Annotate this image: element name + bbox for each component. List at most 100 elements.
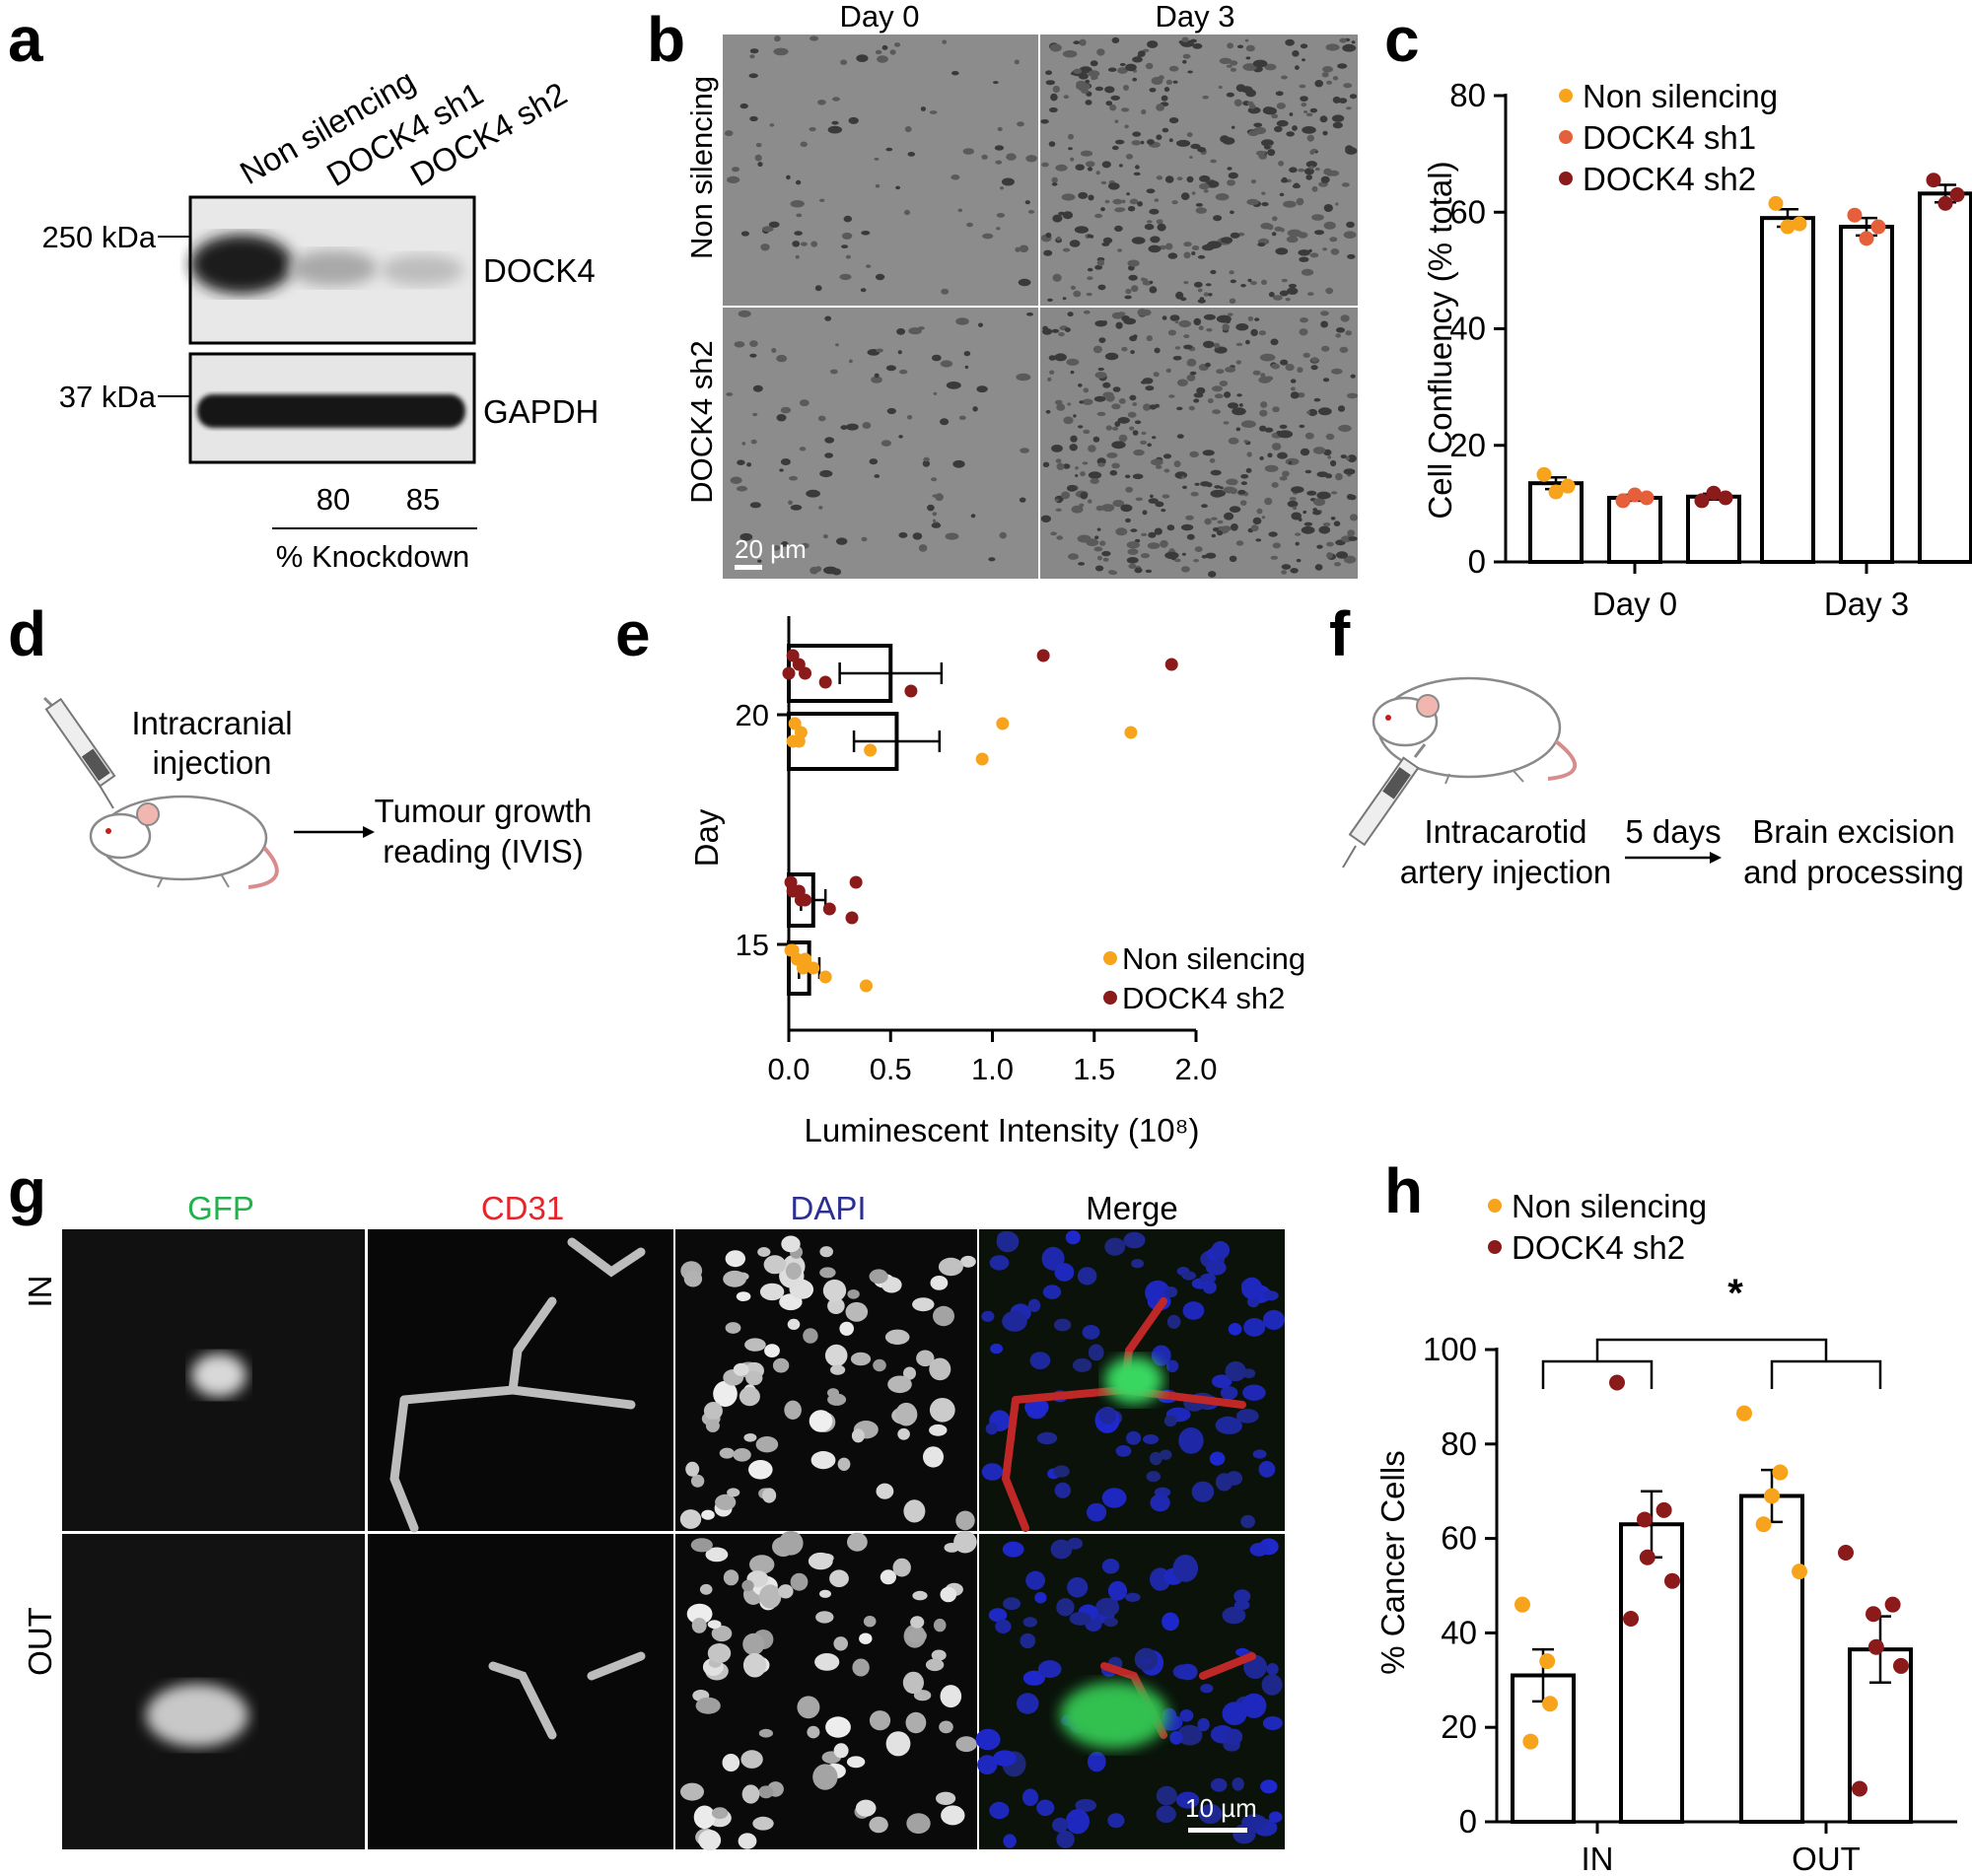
cell-speckle	[951, 71, 959, 76]
nucleus	[810, 1451, 836, 1470]
nucleus	[824, 1344, 848, 1367]
data-point	[794, 893, 808, 907]
cell-speckle	[1309, 165, 1314, 171]
cell-speckle	[1230, 279, 1236, 284]
cell-speckle	[1268, 531, 1278, 537]
legend-label: Non silencing	[1122, 941, 1305, 976]
legend-label: Non silencing	[1583, 78, 1778, 114]
cell-speckle	[875, 273, 885, 281]
cell-speckle	[1270, 338, 1279, 346]
cell-speckle	[996, 227, 1001, 231]
merge-nucleus	[1191, 1481, 1215, 1502]
cell-speckle	[1102, 557, 1109, 562]
cell-speckle	[1191, 251, 1196, 255]
cell-speckle	[835, 343, 839, 347]
cell-speckle	[1150, 236, 1161, 243]
merge-nucleus	[1053, 1318, 1072, 1332]
nucleus	[690, 1474, 705, 1488]
cell-speckle	[999, 531, 1007, 539]
x-tick-label: 1.5	[1073, 1052, 1115, 1086]
nucleus	[723, 1569, 740, 1586]
cell-speckle	[1102, 237, 1113, 244]
nucleus	[939, 1720, 953, 1734]
cell-speckle	[1205, 283, 1212, 287]
merge-nucleus	[988, 1608, 1008, 1623]
cell-speckle	[1111, 36, 1120, 44]
y-tick-label: 0	[1468, 543, 1486, 580]
cell-speckle	[1282, 470, 1290, 477]
panel-d: d Intracranial injection Tumour growth r…	[8, 598, 592, 889]
cell-speckle	[1094, 264, 1103, 270]
cell-speckle	[818, 506, 823, 510]
cell-speckle	[1343, 83, 1353, 89]
nucleus	[781, 1235, 801, 1253]
nucleus	[703, 1402, 723, 1421]
cell-speckle	[1094, 86, 1104, 92]
legend-marker	[1103, 991, 1117, 1005]
merge-nucleus	[1260, 1779, 1278, 1794]
merge-nucleus	[1103, 1617, 1118, 1628]
merge-nucleus	[1172, 1555, 1199, 1582]
merge-nucleus	[1166, 1314, 1181, 1329]
cell-speckle	[1314, 168, 1320, 172]
cell-speckle	[1068, 553, 1079, 560]
cell-speckle	[896, 328, 906, 335]
merge-nucleus	[1125, 1592, 1141, 1603]
merge-nucleus	[1056, 1831, 1075, 1848]
dock4-band	[190, 235, 293, 294]
cell-speckle	[1131, 237, 1146, 244]
data-point	[818, 970, 832, 984]
cell-speckle	[1227, 167, 1232, 171]
data-point	[1852, 1780, 1867, 1797]
cell-speckle	[1214, 393, 1224, 399]
cell-speckle	[996, 213, 1006, 218]
nucleus	[741, 1784, 760, 1804]
cell-speckle	[1070, 435, 1078, 443]
cell-speckle	[1286, 236, 1299, 243]
cell-speckle	[1346, 392, 1359, 399]
cell-speckle	[1230, 210, 1234, 215]
cell-speckle	[1238, 403, 1243, 407]
cell-speckle	[740, 532, 753, 541]
injection-text: Intracranial	[131, 705, 292, 741]
cell-speckle	[1240, 474, 1249, 479]
cell-speckle	[1141, 532, 1148, 537]
cell-speckle	[1347, 253, 1356, 259]
micrograph-day0-nonsilencing	[723, 35, 1038, 306]
data-point	[1859, 231, 1874, 246]
cell-speckle	[1195, 203, 1203, 207]
nucleus	[833, 1743, 849, 1759]
cell-speckle	[1112, 198, 1123, 205]
panel-label-d: d	[8, 598, 46, 669]
cell-speckle	[757, 162, 763, 168]
cell-speckle	[1287, 287, 1299, 295]
cell-speckle	[749, 340, 758, 347]
nucleus	[884, 1329, 910, 1346]
cell-speckle	[1332, 96, 1341, 104]
cell-speckle	[1320, 175, 1330, 183]
cell-speckle	[1105, 101, 1113, 106]
cell-speckle	[1126, 557, 1139, 564]
cell-speckle	[1105, 425, 1113, 431]
cell-speckle	[788, 500, 793, 506]
cell-speckle	[1230, 60, 1238, 66]
cell-speckle	[1311, 185, 1318, 192]
cell-speckle	[1145, 569, 1153, 574]
cell-speckle	[810, 35, 819, 41]
cell-speckle	[932, 512, 938, 517]
merge-nucleus	[1176, 1724, 1203, 1746]
cell-speckle	[1115, 321, 1123, 329]
cell-speckle	[1094, 372, 1107, 379]
merge-nucleus	[1156, 1785, 1177, 1806]
merge-nucleus	[990, 1343, 1004, 1355]
cell-speckle	[1275, 247, 1289, 255]
cell-speckle	[880, 440, 892, 447]
merge-nucleus	[981, 1463, 1004, 1481]
cell-speckle	[762, 226, 774, 233]
data-point	[1884, 1596, 1901, 1613]
cell-speckle	[1235, 323, 1249, 331]
data-point	[1514, 1596, 1530, 1613]
cell-speckle	[1068, 133, 1074, 140]
cell-speckle	[1067, 402, 1072, 406]
merge-nucleus	[995, 1619, 1012, 1633]
